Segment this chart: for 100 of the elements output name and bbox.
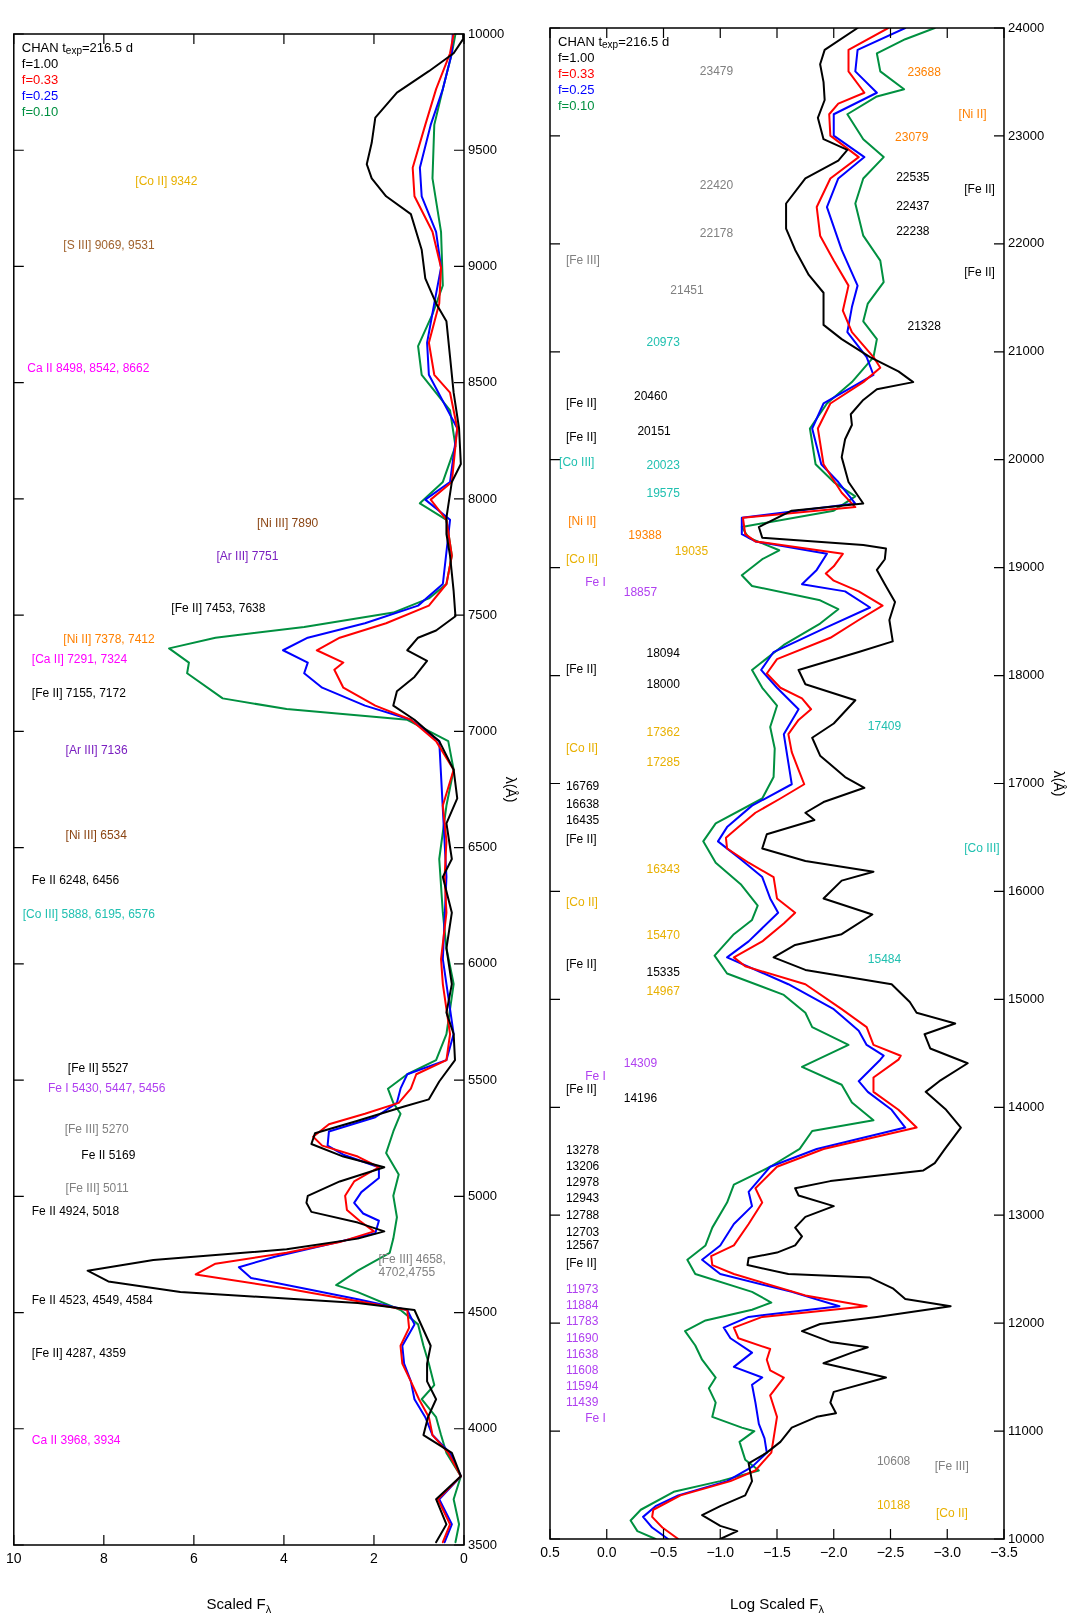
annotation: 14196 xyxy=(623,1090,658,1105)
annotation: Ca II 8498, 8542, 8662 xyxy=(27,361,150,375)
y-tick-label: 4500 xyxy=(468,1304,497,1320)
annotation: 10608 xyxy=(876,1453,911,1468)
annotation: 22178 xyxy=(699,226,734,241)
x-tick-label: 0 xyxy=(460,1550,469,1567)
annotation: [Fe II] 5527 xyxy=(67,1060,129,1075)
annotation: 11690 xyxy=(565,1330,599,1345)
annotation: 20151 xyxy=(637,423,672,438)
annotation: [Fe II] xyxy=(964,265,995,280)
annotation: [Fe II] xyxy=(565,831,597,846)
y-tick-label: 17000 xyxy=(1008,775,1045,791)
annotation: 15484 xyxy=(867,951,902,966)
y-tick-label: 10000 xyxy=(1008,1530,1045,1546)
annotation: 13206 xyxy=(565,1159,600,1174)
annotation: [Ni II] 7378, 7412 xyxy=(63,631,156,646)
annotation: 12943 xyxy=(565,1191,600,1206)
annotation: [Co II] xyxy=(565,895,598,910)
annotation: [Fe II] xyxy=(964,182,995,197)
annotation: 22437 xyxy=(896,198,930,213)
text: f=0.25 xyxy=(558,82,595,98)
annotation: Ca II 3968, 3934 xyxy=(31,1432,121,1447)
annotation: [Ca II] 7291, 7324 xyxy=(31,652,128,667)
annotation: 20023 xyxy=(646,458,681,473)
y-tick-label: 21000 xyxy=(1008,343,1045,359)
annotation: 11638 xyxy=(565,1346,599,1361)
annotation: Fe I xyxy=(585,1069,606,1084)
annotation: [Fe II] xyxy=(565,956,597,971)
x-tick-label: 2 xyxy=(370,1550,379,1567)
annotation: [Fe III] xyxy=(565,253,600,268)
annotation: 15335 xyxy=(646,965,681,980)
annotation: Fe II 4924, 5018 xyxy=(31,1204,120,1219)
annotation: Fe II 5169 xyxy=(81,1148,136,1163)
annotation: [Ar III] 7751 xyxy=(216,548,279,563)
annotation: [Ni II] xyxy=(568,513,597,528)
legend-label: f=1.00 xyxy=(21,56,59,72)
annotation: 16435 xyxy=(565,813,600,828)
y-tick-label: 22000 xyxy=(1008,235,1045,251)
x-tick-label: −3.5 xyxy=(990,1544,1019,1561)
annotation: 12703 xyxy=(565,1224,600,1239)
annotation: 22420 xyxy=(699,178,734,193)
x-tick-label: 8 xyxy=(99,1550,108,1567)
annotation: [Co III] xyxy=(964,840,1000,855)
annotation: [Co III] 5888, 6195, 6576 xyxy=(22,906,156,921)
annotation: 23079 xyxy=(895,129,929,144)
annotation: 22238 xyxy=(896,223,930,238)
annotation: [Co II] 9342 xyxy=(135,174,198,189)
x-tick-label: −2.5 xyxy=(876,1544,905,1561)
y-tick-label: 16000 xyxy=(1008,883,1045,899)
y-tick-label: 18000 xyxy=(1008,667,1045,683)
x-tick-label: −0.5 xyxy=(649,1544,678,1561)
y-tick-label: 9000 xyxy=(468,258,497,274)
annotation: [Fe II] xyxy=(565,429,597,444)
y-tick-label: 14000 xyxy=(1008,1098,1045,1114)
y-tick-label: 7000 xyxy=(468,722,497,738)
annotation: 11884 xyxy=(565,1298,599,1313)
annotation: 14967 xyxy=(646,983,681,998)
annotation: 14309 xyxy=(623,1055,658,1070)
y-axis-title: λ(Å) xyxy=(502,776,519,803)
annotation: [Fe II] 7155, 7172 xyxy=(31,686,127,701)
x-tick-label: 0.0 xyxy=(597,1544,617,1561)
text: f=0.25 xyxy=(21,88,59,104)
annotation: Fe II 6248, 6456 xyxy=(31,872,120,887)
y-tick-label: 13000 xyxy=(1008,1206,1045,1222)
annotation: 11783 xyxy=(565,1314,599,1329)
annotation: 13278 xyxy=(565,1143,600,1158)
x-tick-label: 4 xyxy=(280,1550,289,1567)
annotation: Fe II 4523, 4549, 4584 xyxy=(31,1293,153,1308)
legend-label: f=1.00 xyxy=(558,50,595,66)
annotation: 22535 xyxy=(896,169,930,184)
x-tick-label: −1.5 xyxy=(763,1544,792,1561)
annotation: [Co II] xyxy=(935,1505,968,1520)
annotation: 20460 xyxy=(633,389,668,404)
annotation: 17362 xyxy=(646,725,681,740)
annotation: 11439 xyxy=(565,1394,599,1409)
text: f=0.33 xyxy=(21,72,59,88)
y-tick-label: 15000 xyxy=(1008,990,1045,1006)
annotation: [Fe III] 4658, 4702,4755 xyxy=(378,1251,446,1279)
annotation: 11973 xyxy=(565,1282,599,1297)
annotation: [Fe III] xyxy=(934,1459,969,1474)
annotation: 16638 xyxy=(565,797,600,812)
annotation: 16769 xyxy=(565,779,600,794)
annotation: 23479 xyxy=(699,63,734,78)
y-tick-label: 9500 xyxy=(468,141,497,157)
annotation: 21451 xyxy=(670,283,705,298)
text: f=0.33 xyxy=(558,66,595,82)
y-tick-label: 24000 xyxy=(1008,19,1045,35)
y-tick-label: 12000 xyxy=(1008,1314,1045,1330)
legend-title: CHAN texp=216.5 d xyxy=(21,40,133,56)
annotation: 19035 xyxy=(674,544,709,559)
annotation: Fe I xyxy=(585,1411,606,1426)
annotation: 20973 xyxy=(646,335,681,350)
annotation: [Co III] xyxy=(559,455,595,470)
annotation: [Fe III] 5270 xyxy=(64,1122,130,1137)
annotation: 15470 xyxy=(646,928,681,943)
x-tick-label: 10 xyxy=(6,1550,22,1567)
annotation: [S III] 9069, 9531 xyxy=(63,238,156,253)
annotation: [Ar III] 7136 xyxy=(65,742,128,757)
annotation: 23688 xyxy=(907,65,942,80)
annotation: [Ni III] 7890 xyxy=(256,516,319,531)
